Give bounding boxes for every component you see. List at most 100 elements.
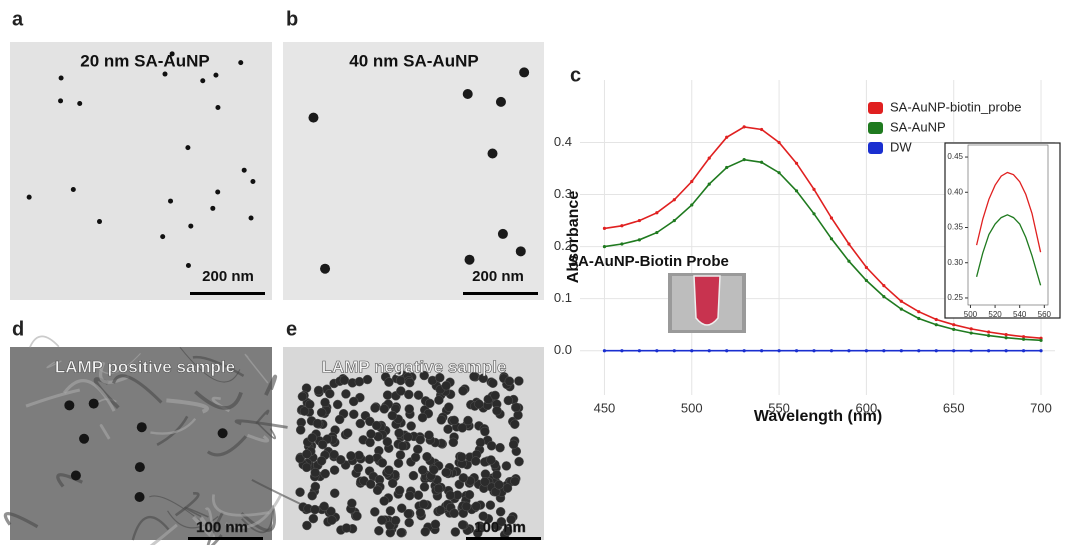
particle xyxy=(310,504,320,515)
membrane xyxy=(3,512,39,529)
particle xyxy=(502,526,513,536)
membrane xyxy=(149,495,201,521)
particle xyxy=(469,371,479,382)
inset-y-tick-label: 0.30 xyxy=(947,258,963,267)
particle xyxy=(297,391,308,402)
point xyxy=(725,349,729,353)
particle xyxy=(295,453,305,464)
particle xyxy=(341,523,352,533)
point xyxy=(952,349,956,353)
membrane xyxy=(25,388,81,408)
point xyxy=(1021,335,1026,339)
inset-frame xyxy=(944,142,1061,319)
panel-title: LAMP negative sample xyxy=(322,357,507,376)
legend-label: SA-AuNP xyxy=(890,119,946,134)
particle xyxy=(488,378,498,388)
membrane xyxy=(166,398,210,414)
point xyxy=(899,307,903,311)
particle xyxy=(458,386,468,396)
point xyxy=(829,349,834,353)
particle xyxy=(449,415,459,426)
point xyxy=(864,265,868,270)
point xyxy=(899,299,903,303)
scale-bar xyxy=(190,292,265,295)
panel-label: b xyxy=(286,8,298,30)
x-tick-label: 600 xyxy=(856,400,878,415)
legend-label: SA-AuNP-biotin_probe xyxy=(890,99,1022,114)
y-tick-label: 0.0 xyxy=(554,342,572,357)
particle xyxy=(374,525,384,536)
particle xyxy=(382,437,393,447)
particle xyxy=(96,219,102,225)
particle xyxy=(478,373,488,384)
tube xyxy=(693,275,721,326)
particle xyxy=(26,194,32,200)
particle xyxy=(354,376,365,387)
particle xyxy=(200,78,206,84)
particle xyxy=(410,452,421,463)
point xyxy=(637,218,641,223)
point xyxy=(794,161,799,165)
particle xyxy=(441,467,451,478)
point xyxy=(1021,349,1026,353)
membrane xyxy=(174,491,200,517)
particle xyxy=(478,511,489,521)
membrane xyxy=(206,511,224,545)
particle xyxy=(480,426,490,437)
particle xyxy=(319,501,329,512)
particle xyxy=(215,104,221,110)
particle xyxy=(413,390,424,400)
panel-label: d xyxy=(12,318,24,340)
particle xyxy=(404,490,415,501)
point xyxy=(655,211,659,215)
particle xyxy=(162,71,168,77)
y-tick-label: 0.2 xyxy=(554,238,572,253)
point xyxy=(882,284,886,288)
particle xyxy=(462,89,473,100)
point xyxy=(637,238,641,242)
point xyxy=(794,189,799,193)
point xyxy=(917,310,921,314)
particle xyxy=(370,403,380,413)
particle xyxy=(495,506,506,517)
membrane xyxy=(95,352,141,374)
particle xyxy=(415,434,426,445)
particle xyxy=(366,429,376,439)
particle xyxy=(435,372,445,383)
particle xyxy=(215,189,221,195)
particle xyxy=(317,439,328,450)
particle xyxy=(501,461,512,471)
particle xyxy=(377,515,387,525)
point xyxy=(672,349,676,353)
particle xyxy=(348,396,359,407)
particle xyxy=(404,389,414,400)
particle xyxy=(396,503,407,513)
point xyxy=(725,165,729,170)
particle xyxy=(503,395,514,406)
particle xyxy=(354,450,364,461)
point xyxy=(847,242,851,246)
particle xyxy=(491,469,502,480)
inset-y-tick-label: 0.25 xyxy=(947,293,963,302)
particle xyxy=(352,511,362,521)
point xyxy=(812,349,816,353)
point xyxy=(882,294,886,299)
point xyxy=(1004,333,1008,337)
line-series xyxy=(975,214,1042,286)
particle xyxy=(417,412,428,423)
particle xyxy=(371,420,382,431)
point xyxy=(1021,337,1026,341)
point xyxy=(620,349,624,353)
particle xyxy=(213,72,219,78)
membrane xyxy=(264,374,278,396)
panel-label: c xyxy=(570,64,581,86)
point xyxy=(882,349,886,353)
particle xyxy=(58,98,64,104)
particle xyxy=(334,414,345,425)
panel-label: a xyxy=(12,8,24,30)
particle xyxy=(450,527,461,537)
x-tick-label: 550 xyxy=(768,400,790,415)
point xyxy=(760,127,764,132)
particle xyxy=(456,452,467,462)
panel-title: LAMP positive sample xyxy=(55,357,235,376)
